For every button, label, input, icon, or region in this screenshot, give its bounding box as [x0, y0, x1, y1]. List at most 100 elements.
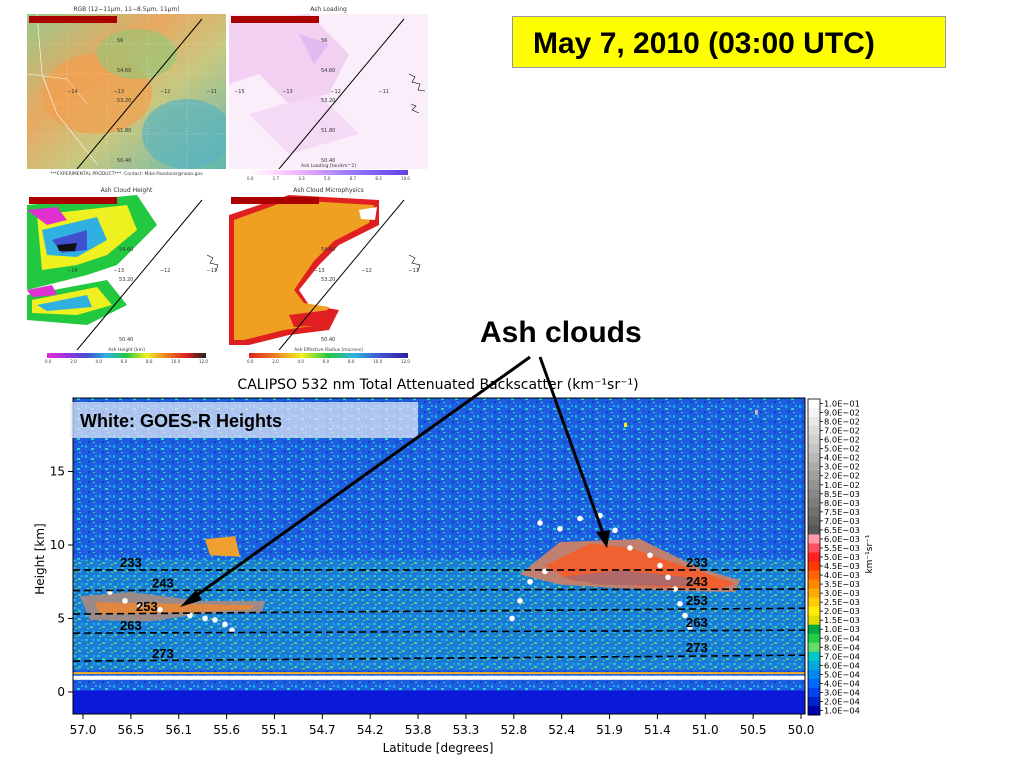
colorbar-label: 1.5E−03	[824, 615, 860, 625]
height-lon-labels: −14 −13 −12 −11	[67, 268, 217, 274]
height-line-label-left: 233	[120, 555, 142, 570]
colorbar-label: 9.0E−02	[824, 408, 860, 418]
ash-microphysics-colorbar	[249, 353, 408, 358]
colorbar-label: 1.0E−03	[824, 624, 860, 634]
ash-loading-colorbar-ticks: 0.0 1.7 3.3 5.0 6.7 8.3 10.0	[247, 176, 410, 181]
y-tick-label: 10	[50, 538, 65, 552]
lon-label: −12	[361, 268, 372, 274]
goes-height-dot	[612, 527, 618, 534]
height-line-label-left: 273	[152, 646, 174, 661]
rgb-map	[27, 14, 226, 169]
height-line-label-left: 263	[120, 618, 142, 633]
x-tick-label: 54.7	[309, 723, 336, 737]
colorbar-swatch	[808, 678, 820, 689]
micro-lon-labels: −13 −12 −11	[314, 268, 419, 274]
lat-label: 53.20	[117, 98, 132, 104]
lon-label: −13	[113, 268, 125, 274]
ash-cloud-left-core	[95, 602, 255, 615]
goes-height-dot	[537, 520, 543, 526]
x-tick-label: 51.0	[692, 723, 719, 737]
ash-loading-map	[229, 14, 428, 169]
colorbar-swatch	[808, 507, 820, 517]
ash-microphysics-colorbar-ticks: 0.0 2.0 4.0 6.0 8.0 10.0 12.0	[247, 359, 410, 364]
height-line	[72, 629, 806, 634]
goes-heights-legend: White: GOES-R Heights	[70, 402, 418, 438]
colorbar-swatch	[808, 642, 820, 653]
lat-label: 54.60	[117, 68, 132, 74]
colorbar-swatch	[808, 489, 820, 499]
height-line-label-right: 253	[686, 593, 708, 608]
y-axis-ticks: 0 5 10 15	[50, 464, 73, 699]
goes-height-dot	[577, 515, 583, 522]
colorbar-label: 2.0E−03	[824, 606, 860, 616]
rgb-panel-title: RGB (12−11μm, 11−8.5μm, 11μm)	[73, 6, 180, 13]
surface-return	[73, 675, 805, 680]
colorbar-swatch	[808, 579, 820, 590]
cbar-tick: 8.0	[146, 359, 153, 364]
rgb-panel-footer: ***EXPERIMENTAL PRODUCT***. Contact: Mik…	[50, 172, 203, 177]
height-line-label-left: 243	[152, 576, 174, 591]
colorbar-swatch	[808, 570, 820, 581]
goes-height-dot	[122, 598, 128, 604]
colorbar-swatch	[808, 552, 820, 563]
colorbar-swatch	[808, 480, 820, 490]
goes-height-dot	[557, 526, 563, 532]
x-tick-label: 51.4	[644, 723, 671, 737]
lon-label: −13	[314, 268, 325, 274]
lon-label: −12	[159, 89, 171, 95]
lon-label: −12	[330, 89, 341, 95]
colorbar-label: 6.5E−03	[824, 525, 860, 535]
goes-height-dot	[682, 612, 688, 619]
x-tick-label: 55.6	[213, 723, 240, 737]
goes-height-dot	[212, 617, 218, 623]
height-line-label-right: 273	[686, 640, 708, 655]
colorbar-swatch	[808, 633, 820, 644]
colorbar-label: 4.0E−02	[824, 453, 860, 463]
goes-height-dot	[677, 600, 683, 607]
height-line-label-left: 253	[136, 599, 158, 614]
colorbar-swatch	[808, 669, 820, 680]
colorbar-swatch	[808, 660, 820, 671]
cbar-tick: 10.0	[171, 359, 181, 364]
colorbar-label: 5.0E−04	[824, 669, 860, 679]
lat-label: 50.40	[117, 158, 132, 164]
ash-microphysics-panel: Ash Cloud Microphysics 54.60 53.20 50.40…	[229, 187, 428, 367]
lon-label: −14	[67, 268, 78, 274]
lat-label: 54.60	[321, 68, 336, 74]
x-axis-label: Latitude [degrees]	[383, 741, 494, 755]
goes-height-dot	[665, 574, 671, 581]
colorbar-label: 4.5E−03	[824, 561, 860, 571]
loading-lat-labels: 56 54.60 53.20 51.80 50.40	[321, 26, 335, 176]
colorbar-label: 7.5E−03	[824, 507, 860, 517]
colorbar-swatch	[808, 426, 820, 436]
colorbar-label: 6.0E−03	[824, 534, 860, 544]
colorbar-swatch	[808, 408, 820, 418]
cbar-tick: 12.0	[199, 359, 208, 364]
ash-height-colorbar	[47, 353, 206, 358]
lat-label: 56	[117, 38, 124, 44]
cbar-tick: 1.7	[272, 176, 280, 181]
colorbar-label: 9.0E−04	[824, 633, 860, 643]
chart-title: CALIPSO 532 nm Total Attenuated Backscat…	[237, 377, 638, 393]
ash-microphysics-map	[229, 195, 428, 350]
colorbar-label: 7.0E−03	[824, 516, 860, 526]
lon-label: −13	[113, 89, 125, 95]
cbar-tick: 0.0	[45, 359, 52, 364]
lat-label: 53.20	[321, 277, 336, 283]
goes-height-dot	[509, 615, 515, 622]
cbar-tick: 10.0	[401, 176, 410, 181]
colorbar-swatch	[808, 561, 820, 572]
surface-return-edge	[73, 672, 805, 675]
colorbar-label: 2.5E−03	[824, 597, 860, 607]
colorbar-label: 2.0E−04	[824, 696, 860, 706]
below-ground	[73, 690, 805, 714]
colorbar-label: 8.5E−03	[824, 489, 860, 499]
ash-microphysics-colorbar-title: Ash Effective Radius [microns]	[294, 348, 363, 353]
lat-label: 51.80	[321, 128, 336, 134]
colorbar-swatch	[808, 588, 820, 599]
colorbar-swatch	[808, 498, 820, 508]
loading-lon-labels: −15 −13 −12 −11	[234, 89, 389, 95]
cbar-tick: 4.0	[95, 359, 102, 364]
colorbar-unit-label: km⁻¹sr⁻¹	[865, 534, 875, 573]
ash-height-panel: Ash Cloud Height 54.60 53.20 50.40 −14 −…	[27, 187, 226, 367]
